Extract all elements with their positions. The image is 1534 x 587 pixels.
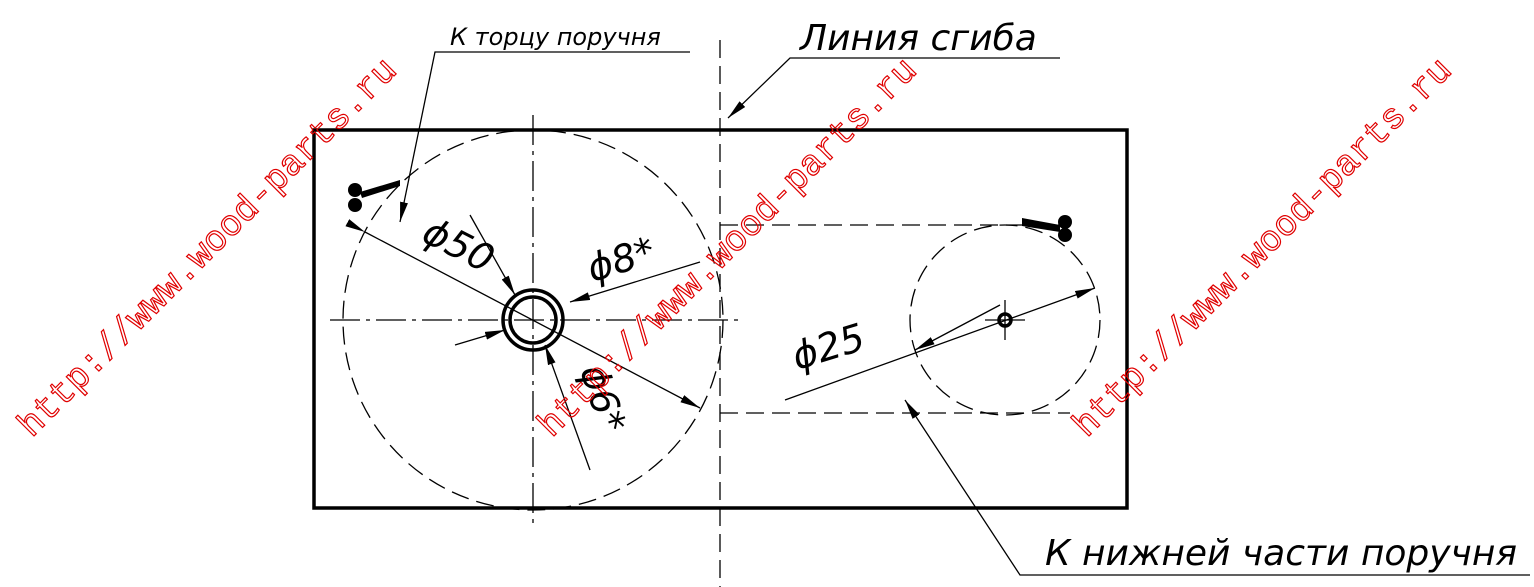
leader bbox=[400, 52, 690, 222]
label-to-bottom: К нижней части поручня bbox=[1045, 533, 1517, 574]
watermark: http://www.wood-parts.ru bbox=[1065, 50, 1461, 446]
drawing: К торцу поручня Линия сгиба ϕ50 ϕ8* ϕ6* … bbox=[0, 0, 1534, 587]
scissors-icon bbox=[348, 180, 400, 212]
label-to-end: К торцу поручня bbox=[450, 23, 661, 51]
dim-label: ϕ8* bbox=[582, 229, 660, 291]
dim-label: ϕ25 bbox=[787, 315, 870, 379]
label-fold-line: Линия сгиба bbox=[798, 18, 1037, 59]
dim-label: ϕ50 bbox=[416, 209, 501, 282]
watermark: http://www.wood-parts.ru bbox=[10, 50, 406, 446]
dim-8-arrow bbox=[455, 330, 505, 345]
